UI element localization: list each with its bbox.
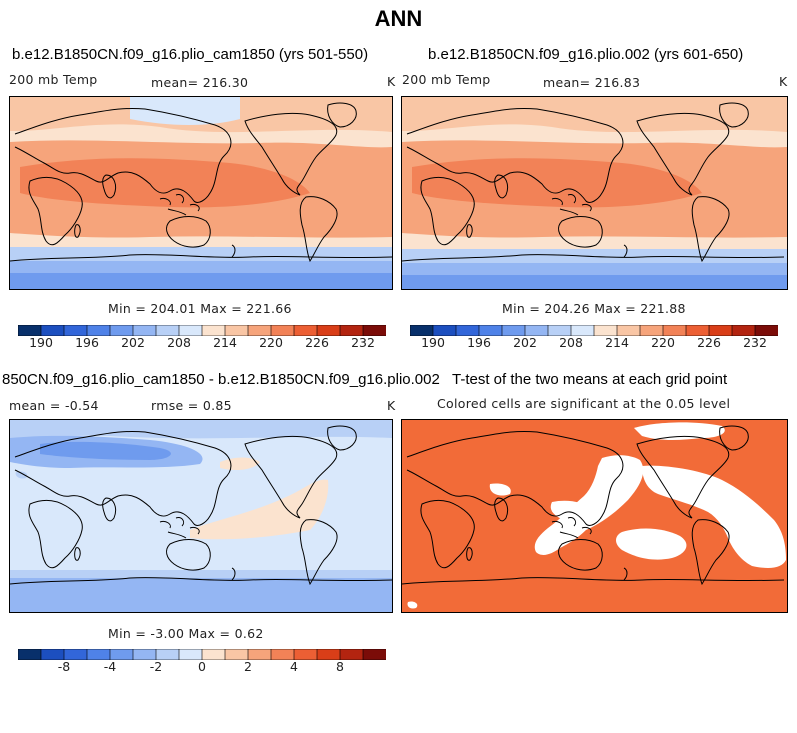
panel2-map: [401, 96, 788, 290]
panel3-colorbar-tick-label: -8: [57, 659, 71, 674]
panel1-colorbar-tick-label: 202: [121, 335, 145, 350]
panel3-map: [9, 419, 393, 613]
panel1-colorbar-tick-label: 214: [213, 335, 237, 350]
panel1-minmax: Min = 204.01 Max = 221.66: [108, 301, 292, 316]
panel2-colorbar-tick-label: 226: [697, 335, 721, 350]
panel3-colorbar-tick-label: -4: [103, 659, 117, 674]
panel1-mean: mean= 216.30: [151, 75, 249, 90]
panel3-mean: mean = -0.54: [9, 398, 99, 413]
panel1-colorbar-tick-label: 226: [305, 335, 329, 350]
panel1-title: b.e12.B1850CN.f09_g16.plio_cam1850 (yrs …: [12, 46, 369, 63]
panel3-colorbar-tick-label: 4: [290, 659, 298, 674]
panel2-colorbar-tick-label: 196: [467, 335, 491, 350]
panel2-colorbar: [409, 323, 779, 337]
panel2-colorbar-ticks: 190 196 202 208 214 220 226 232: [410, 334, 778, 350]
panel1-map: [9, 96, 393, 290]
panel2-colorbar-tick-label: 190: [421, 335, 445, 350]
panel1-colorbar-tick-label: 232: [351, 335, 375, 350]
panel4-map: [401, 419, 788, 613]
panel3-colorbar-tick-label: 2: [244, 659, 252, 674]
panel1-colorbar-tick-label: 208: [167, 335, 191, 350]
panel2-colorbar-tick-label: 208: [559, 335, 583, 350]
panel1-colorbar-ticks: 190 196 202 208 214 220 226 232: [18, 334, 386, 350]
panel1-variable: 200 mb Temp: [9, 72, 98, 87]
panel1-colorbar-tick-label: 196: [75, 335, 99, 350]
panel3-title: 850CN.f09_g16.plio_cam1850 - b.e12.B1850…: [2, 371, 440, 388]
panel3-rmse: rmse = 0.85: [151, 398, 232, 413]
panel3-colorbar-tick-label: -2: [149, 659, 163, 674]
figure-title: ANN: [374, 6, 423, 31]
panel2-colorbar-tick-label: 220: [651, 335, 675, 350]
panel2-mean: mean= 216.83: [543, 75, 641, 90]
panel1-colorbar-tick-label: 190: [29, 335, 53, 350]
panel2-variable: 200 mb Temp: [402, 72, 491, 87]
panel1-colorbar: [17, 323, 387, 337]
panel2-colorbar-tick-label: 214: [605, 335, 629, 350]
panel3-colorbar-ticks: -8 -4 -2 0 2 4 8: [18, 658, 386, 674]
panel3-colorbar-tick-label: 0: [198, 659, 206, 674]
panel2-colorbar-tick-label: 232: [743, 335, 767, 350]
panel2-minmax: Min = 204.26 Max = 221.88: [502, 301, 686, 316]
panel1-colorbar-tick-label: 220: [259, 335, 283, 350]
panel1-units: K: [387, 74, 396, 89]
panel2-title: b.e12.B1850CN.f09_g16.plio.002 (yrs 601-…: [428, 46, 744, 63]
panel4-subtitle: Colored cells are significant at the 0.0…: [437, 396, 731, 411]
panel2-colorbar-tick-label: 202: [513, 335, 537, 350]
panel3-units: K: [387, 398, 396, 413]
panel3-minmax: Min = -3.00 Max = 0.62: [108, 626, 264, 641]
panel3-colorbar: [17, 647, 387, 661]
panel2-units: K: [779, 74, 788, 89]
panel4-title: T-test of the two means at each grid poi…: [452, 371, 728, 388]
panel3-colorbar-tick-label: 8: [336, 659, 344, 674]
